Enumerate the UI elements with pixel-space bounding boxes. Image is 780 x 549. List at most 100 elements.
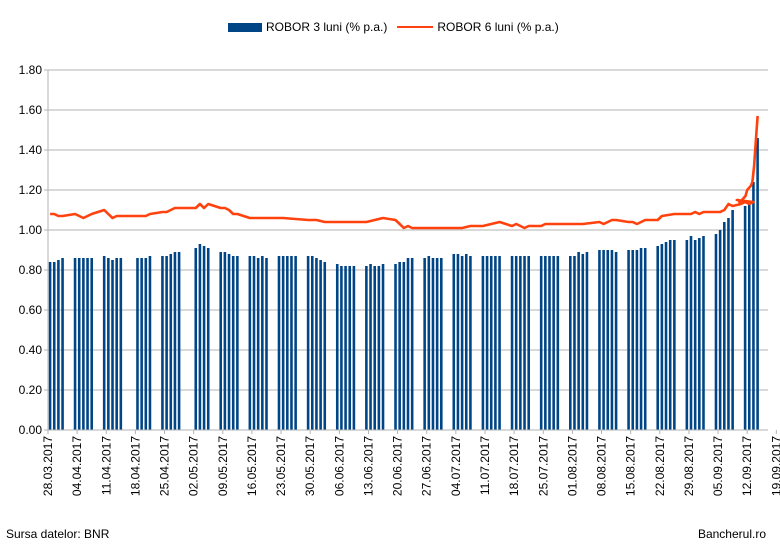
bar-robor-3m [469,256,472,430]
x-tick-label: 15.08.2017 [624,436,638,496]
bar-robor-3m [673,240,676,430]
bar-robor-3m [119,258,123,430]
x-tick-label: 25.04.2017 [158,436,172,496]
bar-robor-3m [140,258,143,430]
bar-robor-3m [606,250,610,430]
x-tick-label: 05.09.2017 [711,436,725,496]
bar-robor-3m [498,256,501,430]
x-tick-label: 11.07.2017 [478,436,492,495]
bar-robor-3m [52,262,56,430]
x-tick-label: 02.05.2017 [187,436,201,496]
bar-robor-3m [177,252,181,430]
bar-robor-3m [144,258,148,430]
y-tick-label: 1.40 [19,143,43,157]
bar-robor-3m [57,260,60,430]
bar-robor-3m [494,256,497,430]
bar-robor-3m [148,256,152,430]
bar-robor-3m [539,256,543,430]
x-tick-label: 20.06.2017 [391,436,405,496]
grid-lines [44,69,768,431]
bar-robor-3m [523,256,526,430]
bar-robor-3m [77,258,81,430]
bar-robor-3m [82,258,85,430]
bar-robor-3m [277,256,281,430]
legend-swatch-robor-6m [397,26,434,28]
bar-robor-3m [718,230,722,430]
bar-robor-3m [281,256,285,430]
bar-robor-3m [635,250,639,430]
bar-robor-3m [481,256,485,430]
bar-robor-3m [256,258,260,430]
x-tick-label: 01.08.2017 [565,436,579,496]
bar-robor-3m [723,222,726,430]
bar-robor-3m [373,266,376,430]
bar-robor-3m [702,236,705,430]
bar-robor-3m [714,234,718,430]
bar-robor-3m [485,256,489,430]
bar-robor-3m [698,238,701,430]
bar-robor-3m [169,254,173,430]
bar-robor-3m [664,242,668,430]
bar-robor-3m [552,256,555,430]
bar-robor-3m [369,264,372,430]
x-tick-label: 11.04.2017 [99,436,113,495]
x-tick-label: 18.07.2017 [507,436,521,496]
bar-robor-3m [90,258,93,430]
bar-robor-3m [173,252,177,430]
x-tick-label: 08.08.2017 [595,436,609,496]
source-note: Sursa datelor: BNR [6,527,110,541]
bar-robor-3m [452,254,456,430]
bar-robor-3m [460,256,464,430]
robor-6m-line [50,115,759,230]
bar-robor-3m [73,258,77,430]
legend-swatch-robor-3m [228,22,262,32]
bar-robor-3m [348,266,352,430]
robor-6m-line-group [50,115,759,230]
bar-robor-3m [431,258,435,430]
bar-robor-3m [614,252,618,430]
y-tick-label: 0.80 [19,263,43,277]
bar-robor-3m [194,248,198,430]
bar-robor-3m [294,256,297,430]
bar-robor-3m [756,138,759,430]
bar-robor-3m [223,252,227,430]
x-tick-label: 04.04.2017 [70,436,84,496]
bar-robor-3m [544,256,547,430]
bar-robor-3m [598,250,601,430]
bar-robor-3m [527,256,530,430]
y-tick-label: 1.80 [19,63,43,77]
x-tick-labels: 28.03.2017 04.04.2017 11.04.2017 18.04.2017… [41,430,780,496]
bar-robor-3m [202,246,206,430]
legend-label-robor-6m: ROBOR 6 luni (% p.a.) [437,20,559,34]
legend-label-robor-3m: ROBOR 3 luni (% p.a.) [266,20,388,34]
bar-robor-3m [198,244,202,430]
y-tick-label: 1.00 [19,223,43,237]
bar-robor-3m [489,256,493,430]
bar-robor-3m [398,262,401,430]
bar-robor-3m [410,258,414,430]
bar-robor-3m [236,256,239,430]
bar-robor-3m [556,256,560,430]
bar-robor-3m [86,258,89,430]
bar-robor-3m [165,256,168,430]
bar-robor-3m [752,182,755,430]
watermark-text: Bancherul.ro [697,527,766,541]
x-tick-label: 18.04.2017 [128,436,142,496]
bar-robor-3m [219,252,223,430]
bar-robor-3m [548,256,551,430]
bar-robor-3m [643,248,647,430]
x-tick-label: 28.03.2017 [41,436,55,496]
bar-robor-3m [310,256,314,430]
y-tick-label: 0.40 [19,343,43,357]
bar-robor-3m [689,236,693,430]
bar-robor-3m [581,254,585,430]
bar-robor-3m [381,264,385,430]
x-tick-label: 16.05.2017 [245,436,259,496]
bar-robor-3m [252,256,256,430]
bar-robor-3m [111,260,114,430]
bar-robor-3m [656,246,660,430]
bar-robor-3m [693,240,697,430]
x-tick-label: 27.06.2017 [420,436,434,496]
bar-robor-3m [319,260,322,430]
bar-robor-3m [265,258,268,430]
